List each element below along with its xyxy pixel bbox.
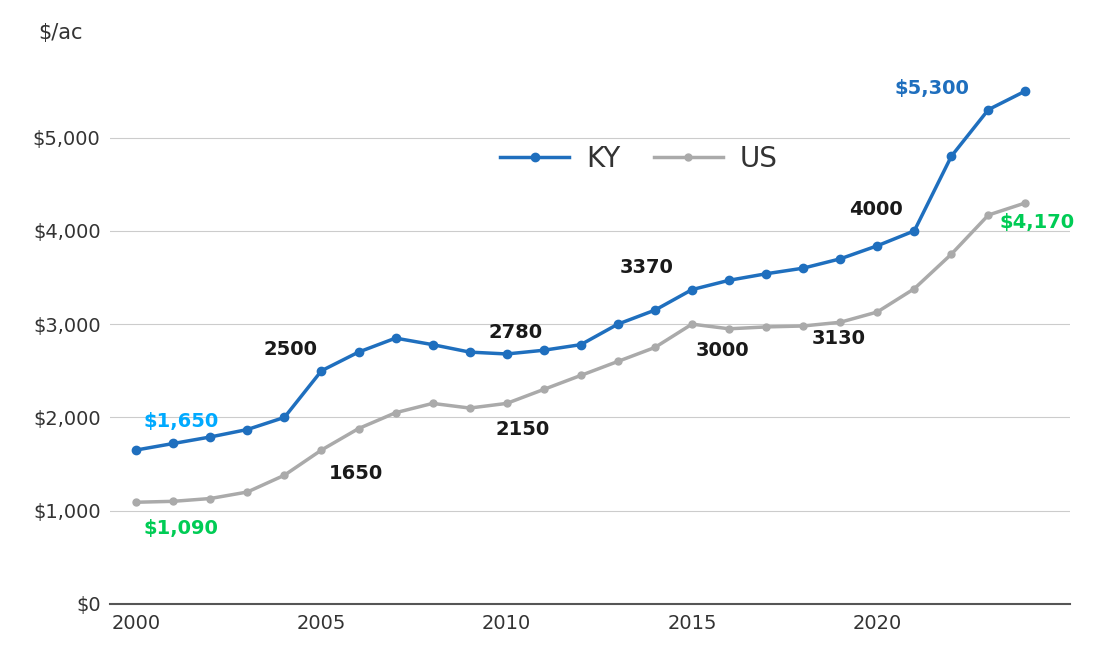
- Line: KY: KY: [132, 87, 1029, 454]
- US: [426, 399, 439, 407]
- KY: [167, 440, 180, 448]
- US: [204, 495, 217, 503]
- Text: 3000: 3000: [696, 341, 749, 360]
- US: [389, 409, 403, 417]
- US: [130, 499, 143, 507]
- KY: [426, 341, 439, 349]
- US: [908, 285, 921, 293]
- US: [314, 446, 328, 454]
- KY: [982, 105, 995, 113]
- Text: $1,090: $1,090: [143, 519, 218, 538]
- US: [685, 320, 698, 328]
- KY: [908, 227, 921, 235]
- US: [575, 371, 588, 379]
- US: [649, 344, 662, 352]
- Text: $1,650: $1,650: [143, 413, 218, 431]
- KY: [722, 276, 736, 285]
- KY: [204, 433, 217, 441]
- US: [834, 318, 847, 326]
- KY: [870, 242, 884, 250]
- US: [870, 308, 884, 316]
- US: [1019, 199, 1032, 207]
- US: [796, 322, 810, 330]
- Text: 2780: 2780: [489, 323, 543, 342]
- KY: [575, 341, 588, 349]
- Legend: KY, US: KY, US: [489, 134, 789, 184]
- Text: 4000: 4000: [849, 200, 903, 219]
- KY: [611, 320, 624, 328]
- US: [240, 488, 254, 496]
- KY: [537, 346, 550, 354]
- Text: 2150: 2150: [495, 420, 550, 440]
- Text: $5,300: $5,300: [895, 79, 970, 99]
- KY: [352, 348, 365, 356]
- KY: [240, 425, 254, 433]
- US: [167, 497, 180, 505]
- KY: [649, 306, 662, 314]
- US: [500, 399, 513, 407]
- KY: [834, 255, 847, 263]
- US: [611, 358, 624, 366]
- Text: 2500: 2500: [264, 340, 318, 358]
- KY: [685, 286, 698, 294]
- KY: [463, 348, 476, 356]
- KY: [945, 152, 959, 160]
- Text: 3130: 3130: [812, 329, 866, 348]
- Text: 3370: 3370: [620, 258, 674, 278]
- US: [278, 471, 291, 479]
- US: [722, 325, 736, 333]
- KY: [389, 334, 403, 342]
- KY: [1019, 87, 1032, 95]
- US: [945, 250, 959, 258]
- US: [463, 404, 476, 412]
- Line: US: US: [132, 199, 1029, 506]
- US: [760, 323, 773, 331]
- Text: $4,170: $4,170: [999, 213, 1074, 232]
- KY: [500, 350, 513, 358]
- Text: $/ac: $/ac: [39, 23, 83, 43]
- KY: [130, 446, 143, 454]
- US: [352, 425, 365, 433]
- US: [982, 211, 995, 219]
- KY: [796, 264, 810, 272]
- Text: 1650: 1650: [329, 464, 383, 483]
- KY: [278, 413, 291, 421]
- US: [537, 385, 550, 393]
- KY: [760, 270, 773, 278]
- KY: [314, 367, 328, 375]
